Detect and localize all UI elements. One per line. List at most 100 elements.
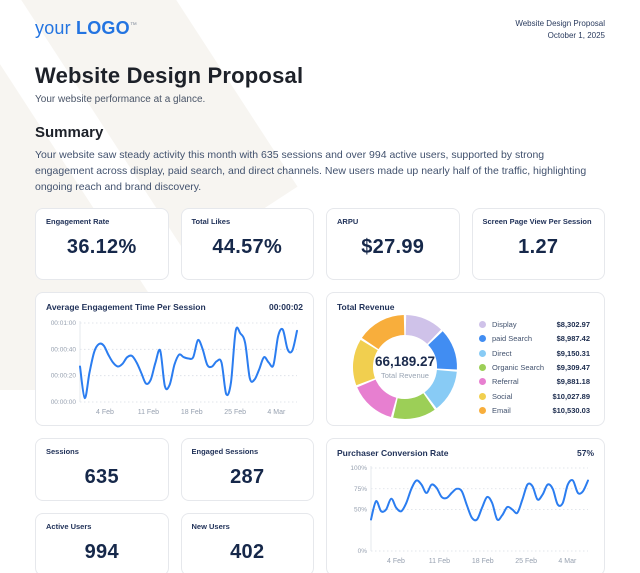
charts-row: Average Engagement Time Per Session 00:0… bbox=[35, 292, 605, 427]
kpi-label: Engagement Rate bbox=[46, 217, 110, 227]
chart-header: Purchaser Conversion Rate 57% bbox=[337, 448, 594, 458]
total-revenue-svg bbox=[352, 315, 457, 420]
kpi-label: Sessions bbox=[46, 447, 79, 457]
donut-segment-display bbox=[405, 315, 441, 345]
purchaser-conversion-rate-svg: 100% 75% 50% 0% 4 Feb 11 Feb 18 Feb 25 Feb 4 Mar bbox=[350, 465, 589, 565]
chart-title: Average Engagement Time Per Session bbox=[46, 302, 206, 313]
legend-label: paid Search bbox=[492, 334, 533, 344]
kpi-card-sessions: Sessions 635 bbox=[35, 438, 169, 502]
x-axis-tick-label: 18 Feb bbox=[472, 558, 494, 565]
kpi-label: Engaged Sessions bbox=[191, 447, 259, 457]
legend-item-referral: Referral $9,881.18 bbox=[479, 375, 590, 389]
chart-header: Total Revenue bbox=[337, 302, 594, 312]
kpi-label: Active Users bbox=[46, 522, 92, 532]
kpi-value: 402 bbox=[230, 541, 265, 564]
kpi-card-total-likes: Total Likes 44.57% bbox=[180, 208, 314, 281]
kpi-value: 287 bbox=[230, 466, 265, 489]
y-axis-tick-label: 50% bbox=[354, 507, 367, 514]
document-meta-date: October 1, 2025 bbox=[547, 30, 605, 40]
legend-value: $9,881.18 bbox=[556, 377, 590, 387]
report-header: your LOGO™ Website Design Proposal Octob… bbox=[35, 18, 605, 41]
kpi-row-top: Engagement Rate 36.12% Total Likes 44.57… bbox=[35, 208, 605, 281]
y-axis-tick-label: 100% bbox=[350, 465, 367, 472]
kpi-card-screen-page-view: Screen Page View Per Session 1.27 bbox=[471, 208, 605, 281]
y-axis-tick-label: 00:01:00 bbox=[51, 320, 77, 327]
legend-color-dot bbox=[479, 335, 486, 343]
kpi-card-new-users: New Users 402 bbox=[180, 513, 314, 573]
kpi-value: $27.99 bbox=[361, 236, 425, 259]
legend-value: $9,309.47 bbox=[556, 362, 590, 372]
x-axis-tick-label: 4 Mar bbox=[558, 558, 577, 565]
kpi-label: Total Likes bbox=[191, 217, 231, 227]
conversion-rate-line-chart: 100% 75% 50% 0% 4 Feb 11 Feb 18 Feb 25 Feb 4 Mar bbox=[337, 460, 594, 566]
x-axis-tick-label: 4 Feb bbox=[96, 409, 114, 416]
legend-item-email: Email $10,530.03 bbox=[479, 403, 590, 417]
kpi-value: 994 bbox=[84, 541, 119, 564]
revenue-donut-wrap: 66,189.27 Total Revenue Display $8,302.97… bbox=[337, 314, 594, 420]
summary-heading: Summary bbox=[35, 124, 104, 142]
kpi-label: New Users bbox=[191, 522, 230, 532]
y-axis-tick-label: 00:00:40 bbox=[51, 347, 77, 354]
legend-color-dot bbox=[479, 392, 486, 400]
x-axis-tick-label: 11 Feb bbox=[138, 409, 159, 416]
legend-label: Display bbox=[492, 319, 517, 329]
legend-label: Direct bbox=[492, 348, 512, 358]
legend-label: Social bbox=[492, 391, 513, 401]
avg-engagement-time-svg: 00:01:00 00:00:40 00:00:20 00:00:00 4 Feb 11 … bbox=[51, 320, 298, 416]
revenue-legend: Display $8,302.97 paid Search $8,987.42 Dire… bbox=[479, 317, 590, 418]
x-axis-tick-label: 4 Feb bbox=[387, 558, 405, 565]
donut-segment-paid-search bbox=[428, 331, 457, 370]
legend-color-dot bbox=[479, 378, 486, 386]
kpi-value: 44.57% bbox=[212, 236, 283, 259]
legend-value: $8,987.42 bbox=[556, 334, 590, 344]
kpi-value: 635 bbox=[84, 466, 119, 489]
bottom-row: Sessions 635 Engaged Sessions 287 Active… bbox=[35, 438, 605, 573]
x-axis-tick-label: 18 Feb bbox=[181, 409, 203, 416]
x-axis-tick-label: 25 Feb bbox=[515, 558, 537, 565]
chart-header: Average Engagement Time Per Session 00:0… bbox=[46, 302, 303, 312]
revenue-donut-chart: 66,189.27 Total Revenue bbox=[349, 314, 461, 420]
kpi-value: 36.12% bbox=[66, 236, 137, 259]
chart-current-value: 57% bbox=[576, 448, 594, 459]
y-axis-tick-label: 00:00:00 bbox=[51, 399, 77, 406]
logo-word-logo: LOGO bbox=[76, 18, 130, 38]
kpi-card-engagement-rate: Engagement Rate 36.12% bbox=[35, 208, 169, 281]
trademark-symbol: ™ bbox=[129, 22, 138, 29]
kpi-value: 1.27 bbox=[518, 236, 559, 259]
document-meta: Website Design Proposal October 1, 2025 bbox=[515, 18, 605, 41]
legend-item-organic-search: Organic Search $9,309.47 bbox=[479, 360, 590, 374]
donut-segment-email bbox=[361, 315, 405, 350]
x-axis-tick-label: 25 Feb bbox=[224, 409, 246, 416]
legend-value: $10,027.89 bbox=[552, 391, 590, 401]
donut-segment-direct bbox=[424, 370, 457, 409]
legend-color-dot bbox=[479, 407, 486, 415]
legend-item-paid-search: paid Search $8,987.42 bbox=[479, 331, 590, 345]
legend-color-dot bbox=[479, 320, 486, 328]
avg-engagement-time-series-line bbox=[79, 327, 298, 400]
kpi-card-engaged-sessions: Engaged Sessions 287 bbox=[180, 438, 314, 502]
company-logo: your LOGO™ bbox=[35, 18, 137, 39]
legend-item-direct: Direct $9,150.31 bbox=[479, 346, 590, 360]
legend-value: $8,302.97 bbox=[556, 319, 590, 329]
kpi-label: ARPU bbox=[337, 217, 359, 227]
engagement-time-line-chart: 00:01:00 00:00:40 00:00:20 00:00:00 4 Feb 11 … bbox=[46, 315, 303, 417]
legend-item-social: Social $10,027.89 bbox=[479, 389, 590, 403]
legend-item-display: Display $8,302.97 bbox=[479, 317, 590, 331]
kpi-card-arpu: ARPU $27.99 bbox=[326, 208, 460, 281]
chart-title: Purchaser Conversion Rate bbox=[337, 448, 449, 459]
purchaser-conversion-rate-series-line bbox=[370, 479, 589, 522]
x-axis-tick-label: 11 Feb bbox=[429, 558, 450, 565]
conversion-rate-chart-card: Purchaser Conversion Rate 57% 100% 75% 50%… bbox=[326, 438, 605, 573]
legend-label: Organic Search bbox=[492, 362, 545, 372]
kpi-card-active-users: Active Users 994 bbox=[35, 513, 169, 573]
summary-text: Your website saw steady activity this mo… bbox=[35, 149, 587, 193]
page-subtitle: Your website performance at a glance. bbox=[35, 94, 206, 106]
chart-current-value: 00:00:02 bbox=[268, 302, 303, 313]
y-axis-tick-label: 75% bbox=[354, 486, 367, 493]
engagement-time-chart-card: Average Engagement Time Per Session 00:0… bbox=[35, 292, 314, 427]
document-meta-title: Website Design Proposal bbox=[515, 19, 605, 28]
chart-title: Total Revenue bbox=[337, 302, 395, 313]
legend-color-dot bbox=[479, 363, 486, 371]
y-axis-tick-label: 0% bbox=[358, 548, 368, 555]
